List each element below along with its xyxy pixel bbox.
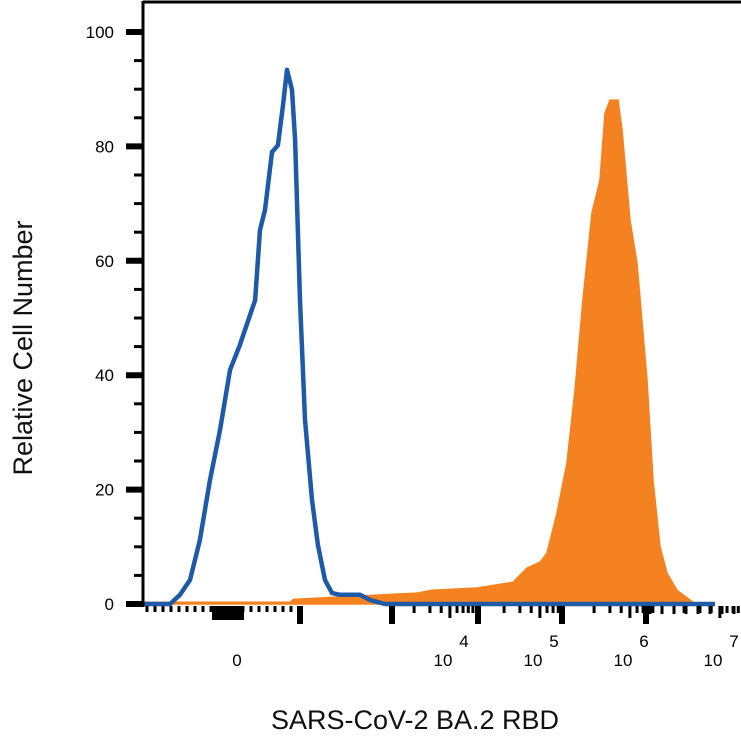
x-axis-title: SARS-CoV-2 BA.2 RBD: [271, 705, 559, 735]
y-tick-label: 20: [95, 481, 114, 500]
x-tick-label: 10: [614, 651, 633, 670]
x-zero-tick-block: [212, 606, 244, 620]
y-axis-ticks: [126, 29, 143, 607]
x-tick-label: 10: [434, 651, 453, 670]
x-tick-label-exponent: 4: [459, 632, 468, 651]
x-tick-labels: 0 10 4 10 5 10 6 10 7: [232, 632, 738, 670]
x-tick-label: 10: [524, 651, 543, 670]
x-tick-label-exponent: 6: [639, 632, 648, 651]
series-layer: [142, 67, 715, 607]
y-tick-label: 60: [95, 252, 114, 271]
y-tick-label: 100: [86, 23, 114, 42]
x-axis-ticks: [145, 606, 740, 624]
y-tick-label: 0: [105, 595, 114, 614]
y-tick-label: 40: [95, 366, 114, 385]
histogram-outline-series-0: [143, 67, 715, 607]
x-tick-label: 10: [704, 651, 723, 670]
x-tick-label-exponent: 7: [729, 632, 738, 651]
x-tick-label-exponent: 5: [549, 632, 558, 651]
y-axis-title: Relative Cell Number: [8, 220, 38, 475]
x-tick-label: 0: [232, 651, 241, 670]
y-tick-labels: 0 20 40 60 80 100: [86, 23, 114, 614]
histogram-filled-series-1: [142, 99, 696, 605]
y-tick-label: 80: [95, 137, 114, 156]
